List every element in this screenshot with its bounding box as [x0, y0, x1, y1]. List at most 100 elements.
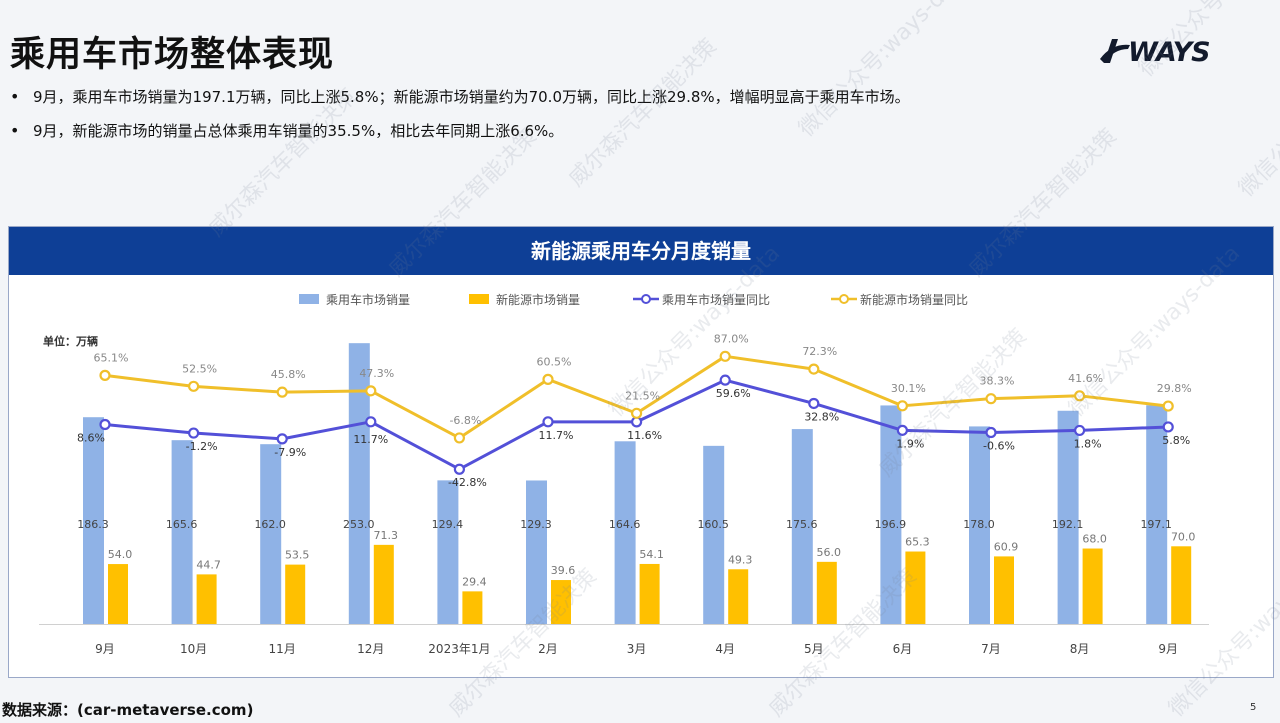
bar-total-sales: [1146, 405, 1168, 624]
x-tick-label: 4月: [715, 642, 735, 656]
bullet-item: • 9月，新能源市场的销量占总体乘用车销量的35.5%，相比去年同期上涨6.6%…: [10, 121, 910, 144]
point-nev-yoy: [808, 363, 820, 375]
page-title: 乘用车市场整体表现: [10, 35, 335, 75]
label-total-yoy: 11.7%: [353, 433, 388, 446]
legend-label: 乘用车市场销量: [326, 292, 410, 307]
bar-nev-label: 53.5: [285, 549, 310, 562]
point-nev-yoy: [1073, 390, 1086, 402]
point-total-yoy: [719, 374, 731, 386]
label-total-yoy: -42.8%: [448, 476, 487, 489]
x-tick-label: 9月: [1158, 642, 1178, 656]
bar-total-label: 192.1: [1052, 518, 1084, 531]
point-total-yoy: [808, 397, 820, 410]
label-nev-yoy: 52.5%: [182, 362, 217, 375]
bar-total-label: 175.6: [786, 518, 818, 531]
bar-nev-sales: [994, 556, 1014, 624]
point-nev-yoy: [365, 385, 377, 397]
point-total-yoy: [365, 416, 377, 428]
point-total-yoy: [1073, 424, 1086, 437]
logo-mark-icon: [1100, 39, 1130, 63]
bar-nev-sales: [1171, 546, 1192, 624]
bar-total-label: 164.6: [609, 518, 641, 531]
bar-total-label: 197.1: [1140, 518, 1172, 531]
label-nev-yoy: 87.0%: [714, 332, 749, 345]
bar-nev-sales: [285, 564, 306, 624]
label-nev-yoy: -6.8%: [449, 414, 481, 427]
bar-nev-label: 54.1: [639, 548, 664, 561]
point-total-yoy: [896, 424, 909, 436]
legend-marker: [839, 294, 849, 304]
bar-nev-label: 54.0: [108, 548, 133, 561]
label-total-yoy: 32.8%: [804, 410, 839, 423]
label-nev-yoy: 30.1%: [891, 382, 926, 395]
label-total-yoy: 59.6%: [716, 387, 751, 400]
label-total-yoy: -1.2%: [186, 440, 218, 453]
legend-label: 新能源市场销量同比: [860, 292, 968, 307]
label-nev-yoy: 41.6%: [1068, 372, 1103, 385]
bullet-marker: •: [10, 87, 20, 106]
x-tick-label: 7月: [981, 642, 1001, 656]
bar-total-sales: [1057, 410, 1079, 624]
x-tick-label: 5月: [804, 642, 824, 656]
bar-total-label: 162.0: [254, 518, 286, 531]
bar-total-label: 253.0: [343, 518, 375, 531]
point-nev-yoy: [99, 369, 111, 381]
unit-label: 单位：万辆: [43, 334, 98, 348]
x-tick-label: 2月: [538, 642, 558, 656]
bar-total-sales: [703, 445, 725, 624]
bullet-marker: •: [10, 121, 20, 140]
bar-nev-sales: [1082, 548, 1103, 624]
label-total-yoy: 1.9%: [896, 437, 924, 450]
bar-total-sales: [83, 417, 104, 624]
chart-panel: 新能源乘用车分月度销量 单位：万辆 乘用车市场销量 新能源市场销量 乘用车市场销量同比…: [8, 226, 1274, 678]
legend-marker: [641, 294, 651, 304]
bar-total-sales: [348, 343, 370, 624]
x-tick-label: 9月: [95, 642, 115, 656]
label-nev-yoy: 38.3%: [980, 375, 1015, 388]
bar-nev-sales: [551, 580, 571, 624]
bar-total-sales: [880, 405, 902, 624]
label-total-yoy: -7.9%: [274, 446, 306, 459]
bar-total-label: 178.0: [963, 518, 995, 531]
legend-swatch: [469, 294, 489, 304]
point-nev-yoy: [542, 373, 554, 385]
point-nev-yoy: [188, 380, 200, 392]
point-nev-yoy: [719, 350, 731, 362]
bullet-text: 9月，乘用车市场销量为197.1万辆，同比上涨5.8%；新能源市场销量约为70.…: [33, 88, 910, 106]
bar-nev-label: 56.0: [817, 546, 842, 559]
bar-total-label: 129.3: [520, 518, 552, 531]
point-total-yoy: [276, 433, 288, 445]
bar-nev-label: 60.9: [994, 540, 1019, 553]
bar-total-sales: [260, 444, 282, 624]
point-nev-yoy: [276, 386, 288, 398]
bar-nev-sales: [373, 544, 394, 624]
label-nev-yoy: 72.3%: [802, 345, 837, 358]
bar-total-sales: [526, 480, 547, 624]
bar-nev-label: 44.7: [196, 558, 221, 571]
point-total-yoy: [985, 426, 997, 439]
point-nev-yoy: [1162, 400, 1174, 412]
bar-total-label: 186.3: [77, 518, 109, 531]
monthly-sales-chart: 单位：万辆 乘用车市场销量 新能源市场销量 乘用车市场销量同比 新能源市场销量同比 186…: [39, 292, 1209, 656]
label-total-yoy: 11.7%: [539, 429, 574, 442]
label-nev-yoy: 21.5%: [625, 389, 660, 402]
label-total-yoy: 5.8%: [1162, 434, 1190, 447]
bar-nev-sales: [905, 551, 926, 624]
bar-nev-sales: [728, 569, 749, 624]
label-nev-yoy: 60.5%: [537, 355, 572, 368]
point-total-yoy: [1162, 421, 1174, 433]
label-total-yoy: 1.8%: [1074, 437, 1102, 450]
bar-total-label: 165.6: [166, 518, 198, 531]
summary-bullets: • 9月，乘用车市场销量为197.1万辆，同比上涨5.8%；新能源市场销量约为7…: [10, 87, 910, 158]
bar-nev-label: 71.3: [374, 529, 399, 542]
x-tick-label: 8月: [1070, 642, 1090, 656]
bar-nev-label: 29.4: [462, 575, 487, 588]
bar-nev-label: 68.0: [1082, 533, 1107, 546]
label-total-yoy: -0.6%: [983, 440, 1015, 453]
point-total-yoy: [188, 427, 200, 439]
point-nev-yoy: [630, 407, 643, 419]
bar-nev-label: 70.0: [1171, 530, 1196, 543]
label-nev-yoy: 65.1%: [94, 351, 129, 364]
bar-nev-label: 49.3: [728, 553, 753, 566]
bar-nev-sales: [462, 591, 483, 624]
